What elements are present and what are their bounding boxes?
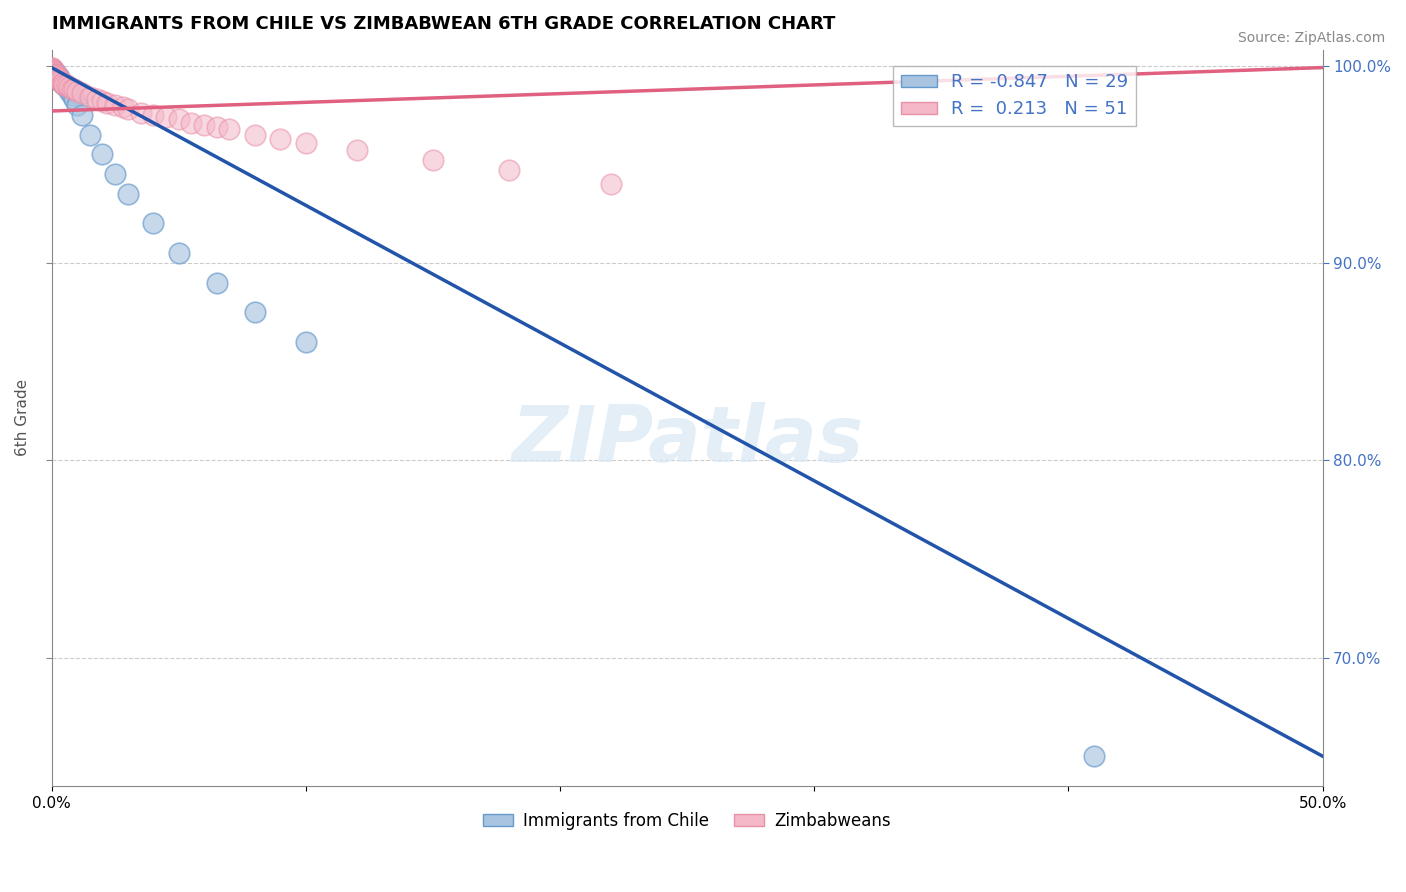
Point bbox=[96, 96, 118, 111]
Point bbox=[129, 106, 152, 120]
Text: ZIPatlas: ZIPatlas bbox=[510, 402, 863, 478]
Point bbox=[49, 74, 72, 88]
Point bbox=[48, 72, 70, 87]
Point bbox=[422, 153, 444, 168]
Point bbox=[44, 66, 66, 80]
Point bbox=[48, 70, 70, 85]
Point bbox=[79, 90, 101, 104]
Point bbox=[45, 66, 67, 80]
Text: IMMIGRANTS FROM CHILE VS ZIMBABWEAN 6TH GRADE CORRELATION CHART: IMMIGRANTS FROM CHILE VS ZIMBABWEAN 6TH … bbox=[52, 15, 835, 33]
Point bbox=[52, 76, 75, 90]
Point bbox=[60, 88, 83, 103]
Point bbox=[111, 100, 134, 114]
Point bbox=[51, 76, 73, 90]
Point bbox=[294, 136, 316, 150]
Point bbox=[45, 70, 67, 85]
Point bbox=[44, 64, 66, 78]
Point bbox=[41, 62, 63, 77]
Point bbox=[55, 78, 77, 93]
Y-axis label: 6th Grade: 6th Grade bbox=[15, 379, 30, 457]
Point bbox=[41, 62, 63, 77]
Point bbox=[117, 102, 139, 116]
Point bbox=[41, 61, 63, 75]
Point bbox=[63, 92, 86, 106]
Point bbox=[42, 64, 65, 78]
Point bbox=[205, 120, 228, 134]
Point bbox=[55, 80, 77, 95]
Point bbox=[41, 61, 63, 75]
Point bbox=[193, 118, 215, 132]
Point bbox=[42, 64, 65, 78]
Point bbox=[45, 69, 67, 83]
Point bbox=[79, 128, 101, 142]
Point bbox=[142, 217, 165, 231]
Point bbox=[42, 66, 65, 80]
Point bbox=[180, 116, 202, 130]
Point bbox=[91, 94, 114, 108]
Point bbox=[346, 144, 368, 158]
Point bbox=[70, 108, 93, 122]
Point bbox=[46, 70, 69, 85]
Point bbox=[53, 78, 76, 93]
Point bbox=[46, 70, 69, 85]
Point bbox=[41, 62, 63, 77]
Point bbox=[104, 98, 127, 112]
Point bbox=[42, 62, 65, 77]
Point bbox=[45, 69, 67, 83]
Point bbox=[498, 163, 520, 178]
Point bbox=[167, 246, 190, 260]
Point bbox=[42, 64, 65, 78]
Point bbox=[53, 78, 76, 93]
Text: Source: ZipAtlas.com: Source: ZipAtlas.com bbox=[1237, 31, 1385, 45]
Point bbox=[167, 112, 190, 126]
Point bbox=[294, 334, 316, 349]
Point bbox=[205, 276, 228, 290]
Point bbox=[599, 177, 621, 191]
Point bbox=[58, 80, 80, 95]
Point bbox=[44, 66, 66, 80]
Point bbox=[243, 305, 266, 319]
Point bbox=[218, 121, 240, 136]
Point bbox=[45, 69, 67, 83]
Point bbox=[60, 82, 83, 96]
Point bbox=[42, 62, 65, 77]
Point bbox=[155, 110, 177, 124]
Point bbox=[63, 82, 86, 96]
Point bbox=[49, 74, 72, 88]
Point bbox=[44, 69, 66, 83]
Point bbox=[117, 186, 139, 201]
Point bbox=[66, 98, 89, 112]
Point bbox=[243, 128, 266, 142]
Point bbox=[46, 72, 69, 87]
Point bbox=[42, 66, 65, 80]
Point bbox=[91, 147, 114, 161]
Point bbox=[142, 108, 165, 122]
Point bbox=[42, 64, 65, 78]
Point bbox=[58, 84, 80, 98]
Point bbox=[48, 72, 70, 87]
Point bbox=[51, 76, 73, 90]
Point bbox=[66, 84, 89, 98]
Point bbox=[1083, 749, 1105, 764]
Point bbox=[269, 131, 291, 145]
Point bbox=[86, 92, 108, 106]
Point bbox=[70, 87, 93, 101]
Point bbox=[42, 64, 65, 78]
Point bbox=[104, 167, 127, 181]
Legend: Immigrants from Chile, Zimbabweans: Immigrants from Chile, Zimbabweans bbox=[477, 805, 897, 837]
